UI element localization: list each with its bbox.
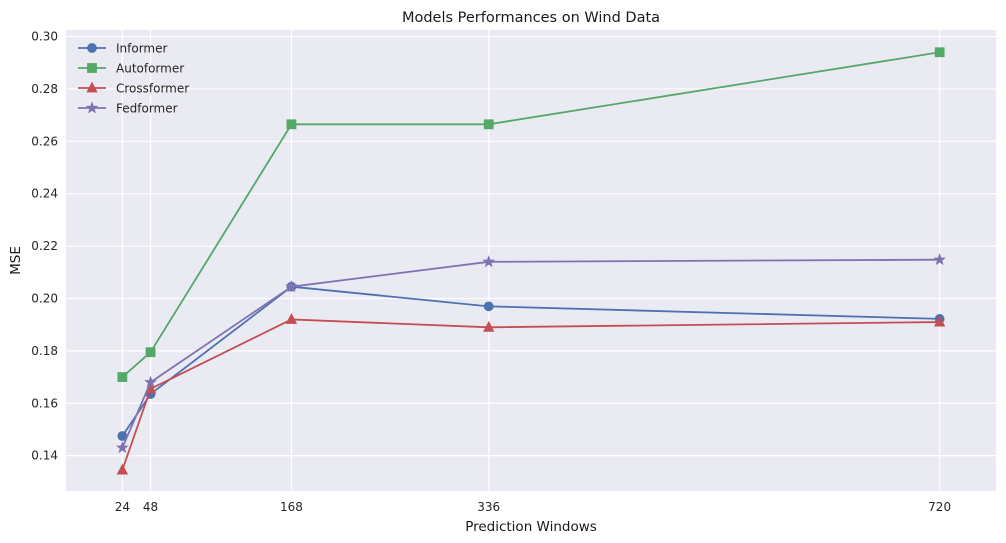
data-point [933, 315, 946, 327]
chart-title: Models Performances on Wind Data [402, 10, 660, 26]
series-crossformer [116, 313, 946, 475]
y-axis-label: MSE [8, 246, 24, 275]
legend-label: Informer [116, 42, 168, 56]
series-autoformer [117, 47, 945, 382]
data-point [933, 253, 946, 266]
legend: Informer Autoformer Crossformer Fedformer [78, 42, 189, 116]
series-fedformer [116, 253, 946, 454]
y-tick-label: 0.22 [31, 239, 58, 253]
data-point [483, 301, 494, 312]
y-tick-label: 0.16 [31, 396, 58, 410]
data-point [145, 347, 156, 358]
legend-marker [85, 101, 99, 114]
series-layer [116, 47, 946, 475]
legend-item: Crossformer [78, 82, 189, 96]
legend-item: Autoformer [78, 62, 184, 76]
data-point [116, 441, 129, 454]
data-point [144, 375, 157, 388]
y-axis-ticks: 0.14 0.16 0.18 0.20 0.22 0.24 0.26 0.28 0.30 [31, 30, 58, 463]
data-point [116, 463, 129, 475]
legend-label: Autoformer [116, 62, 184, 76]
data-point [286, 119, 297, 130]
x-axis-ticks: 24 48 168 336 720 [115, 500, 951, 514]
data-point [482, 255, 496, 268]
legend-item: Informer [78, 42, 168, 56]
y-tick-label: 0.18 [31, 344, 58, 358]
data-point [117, 372, 128, 382]
data-point [483, 320, 495, 332]
x-tick-label: 48 [143, 500, 158, 514]
data-point [934, 47, 945, 58]
grid [66, 30, 996, 491]
y-tick-label: 0.30 [31, 30, 58, 44]
legend-marker [86, 81, 98, 93]
x-tick-label: 336 [477, 500, 500, 514]
legend-label: Fedformer [116, 102, 178, 116]
data-point [483, 119, 494, 130]
y-tick-label: 0.14 [31, 449, 58, 463]
x-tick-label: 720 [928, 500, 951, 514]
y-tick-label: 0.20 [31, 291, 58, 305]
data-point [285, 313, 298, 324]
x-tick-label: 24 [115, 500, 130, 514]
legend-marker [87, 63, 97, 73]
x-axis-label: Prediction Windows [465, 519, 597, 535]
legend-marker [87, 43, 97, 53]
x-tick-label: 168 [280, 500, 303, 514]
y-tick-label: 0.28 [31, 82, 58, 96]
y-tick-label: 0.26 [31, 134, 58, 148]
legend-label: Crossformer [116, 82, 189, 96]
legend-item: Fedformer [78, 101, 178, 116]
y-tick-label: 0.24 [31, 187, 58, 201]
data-point [285, 280, 298, 293]
